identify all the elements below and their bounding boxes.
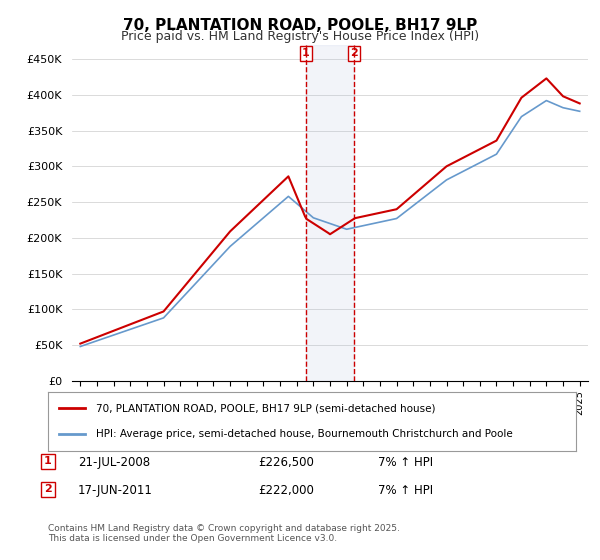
Bar <box>306 45 355 381</box>
Text: £226,500: £226,500 <box>258 456 314 469</box>
Text: HPI: Average price, semi-detached house, Bournemouth Christchurch and Poole: HPI: Average price, semi-detached house,… <box>95 430 512 440</box>
Text: 70, PLANTATION ROAD, POOLE, BH17 9LP (semi-detached house): 70, PLANTATION ROAD, POOLE, BH17 9LP (se… <box>95 403 435 413</box>
Text: 1: 1 <box>44 456 52 466</box>
Text: 2: 2 <box>44 484 52 494</box>
Text: 7% ↑ HPI: 7% ↑ HPI <box>378 456 433 469</box>
Text: 7% ↑ HPI: 7% ↑ HPI <box>378 484 433 497</box>
Text: 17-JUN-2011: 17-JUN-2011 <box>78 484 153 497</box>
Text: 70, PLANTATION ROAD, POOLE, BH17 9LP: 70, PLANTATION ROAD, POOLE, BH17 9LP <box>123 18 477 33</box>
Text: Price paid vs. HM Land Registry's House Price Index (HPI): Price paid vs. HM Land Registry's House … <box>121 30 479 43</box>
Text: 1: 1 <box>302 48 310 58</box>
Text: 21-JUL-2008: 21-JUL-2008 <box>78 456 150 469</box>
Text: 2: 2 <box>350 48 358 58</box>
Text: Contains HM Land Registry data © Crown copyright and database right 2025.
This d: Contains HM Land Registry data © Crown c… <box>48 524 400 543</box>
Text: £222,000: £222,000 <box>258 484 314 497</box>
